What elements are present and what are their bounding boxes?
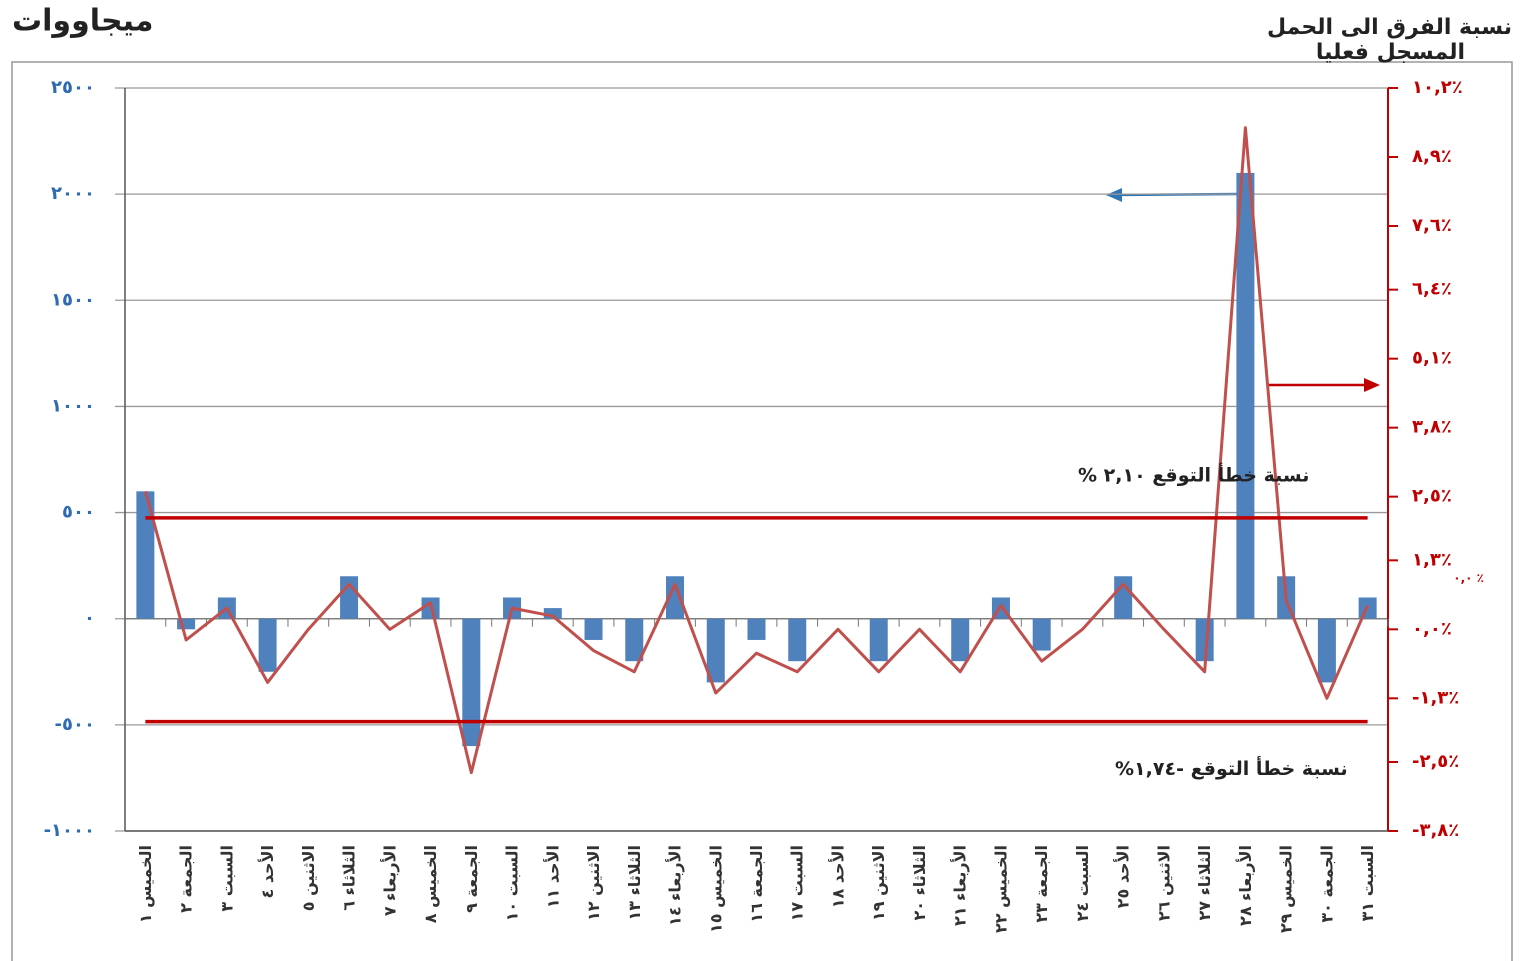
- bar: [584, 618, 603, 640]
- x-tick-label: الأحد ١١: [543, 845, 562, 908]
- x-tick-label: السبت ١٠: [503, 845, 522, 921]
- x-tick-label: الاثنين ٢٦: [1154, 845, 1173, 921]
- y2-axis-title: نسبة الفرق الى الحمل: [1267, 15, 1512, 40]
- line-series: [143, 126, 1370, 775]
- bar: [258, 618, 277, 672]
- x-tick-label: الجمعة ٢٣: [1032, 845, 1051, 923]
- reference-label: نسبة خطأ التوقع ٢,١٠ %: [1078, 462, 1309, 486]
- x-tick-label: الاثنين ١٩: [869, 845, 888, 921]
- bar: [625, 618, 644, 662]
- x-tick-label: الأربعاء ١٤: [666, 845, 685, 926]
- bar: [1317, 618, 1336, 683]
- bar: [706, 618, 725, 683]
- x-tick-label: السبت ٣: [217, 845, 236, 912]
- y2-tick-label: ١٠,٢٪: [1412, 77, 1463, 98]
- x-tick-label: الأربعاء ٧: [380, 845, 399, 916]
- x-tick-label: الثلاثاء ٦: [340, 845, 359, 911]
- annotation: ٠,٠ ٪: [1453, 571, 1484, 585]
- y-axis-title: ميجاووات: [12, 4, 153, 39]
- y2-tick-label: ٣,٨٪: [1412, 417, 1452, 438]
- y-tick-label: ٢٥٠٠: [51, 77, 95, 98]
- x-tick-label: السبت ٣١: [1358, 845, 1377, 921]
- y-tick-label: -٥٠٠: [55, 714, 95, 735]
- arrow-head: [1106, 188, 1122, 202]
- x-tick-label: الثلاثاء ١٣: [625, 845, 644, 920]
- x-tick-label: الجمعة ٣٠: [1317, 845, 1336, 923]
- y-tick-label: ٢٠٠٠: [51, 183, 95, 204]
- y2-tick-label: -٣,٨٪: [1412, 820, 1459, 841]
- x-tick-label: الأحد ٢٥: [1114, 845, 1133, 908]
- reference-label: نسبة خطأ التوقع -١,٧٤%: [1115, 756, 1348, 780]
- x-tick-label: الخميس ٢٩: [1277, 845, 1296, 933]
- x-tick-label: الخميس ١٥: [706, 845, 725, 933]
- x-tick-label: الجمعة ١٦: [747, 845, 766, 923]
- x-tick-label: الخميس ٢٢: [991, 845, 1010, 933]
- bar: [136, 491, 155, 619]
- bar: [869, 618, 888, 662]
- bar: [1114, 576, 1133, 619]
- x-tick-label: الأربعاء ٢٨: [1236, 845, 1255, 926]
- bar: [340, 576, 359, 619]
- bar: [951, 618, 970, 662]
- bar: [747, 618, 766, 640]
- y2-tick-label: -٢,٥٪: [1412, 751, 1459, 772]
- bar: [788, 618, 807, 662]
- y2-axis-title: المسجل فعليا: [1316, 40, 1465, 65]
- bar: [1032, 618, 1051, 651]
- x-tick-label: الأحد ١٨: [828, 845, 847, 908]
- blue-arrow: [1106, 188, 1241, 202]
- y2-tick-label: ١,٣٪: [1412, 549, 1452, 570]
- y2-tick-label: -١,٣٪: [1412, 687, 1459, 708]
- x-tick-label: الخميس ٨: [421, 845, 440, 923]
- bar: [1236, 172, 1255, 619]
- y-tick-label: ١٥٠٠: [51, 289, 95, 310]
- y-tick-label: ٠: [84, 608, 95, 629]
- y2-tick-label: ٠,٠٪: [1412, 618, 1452, 639]
- bar: [462, 618, 481, 747]
- bar: [543, 608, 562, 619]
- y2-tick-label: ٢,٥٪: [1412, 486, 1452, 507]
- x-tick-label: السبت ٢٤: [1073, 845, 1092, 921]
- y2-tick-label: ٨,٩٪: [1412, 146, 1452, 167]
- arrow-head: [1364, 378, 1380, 392]
- y2-tick-label: ٥,١٪: [1412, 348, 1452, 369]
- x-tick-label: الاثنين ٥: [299, 845, 318, 911]
- x-tick-label: الخميس ١: [136, 845, 155, 923]
- x-tick-label: الاثنين ١٢: [584, 845, 603, 921]
- chart-frame: [11, 61, 1513, 961]
- x-tick-label: الأحد ٤: [258, 845, 277, 899]
- y2-tick-label: ٦,٤٪: [1412, 279, 1452, 300]
- bar: [666, 576, 685, 619]
- bar: [177, 618, 196, 630]
- y-tick-label: ١٠٠٠: [51, 395, 95, 416]
- x-tick-label: الثلاثاء ٢٠: [910, 845, 929, 920]
- x-tick-label: الثلاثاء ٢٧: [1195, 845, 1214, 920]
- red-arrow: [1268, 378, 1380, 392]
- y-tick-label: -١٠٠٠: [44, 820, 95, 841]
- x-tick-label: الجمعة ٩: [462, 845, 481, 913]
- x-tick-label: السبت ١٧: [788, 845, 807, 921]
- x-tick-label: الأربعاء ٢١: [951, 845, 970, 926]
- x-tick-label: الجمعة ٢: [177, 845, 196, 913]
- y-tick-label: ٥٠٠: [62, 502, 95, 523]
- y2-tick-label: ٧,٦٪: [1412, 215, 1452, 236]
